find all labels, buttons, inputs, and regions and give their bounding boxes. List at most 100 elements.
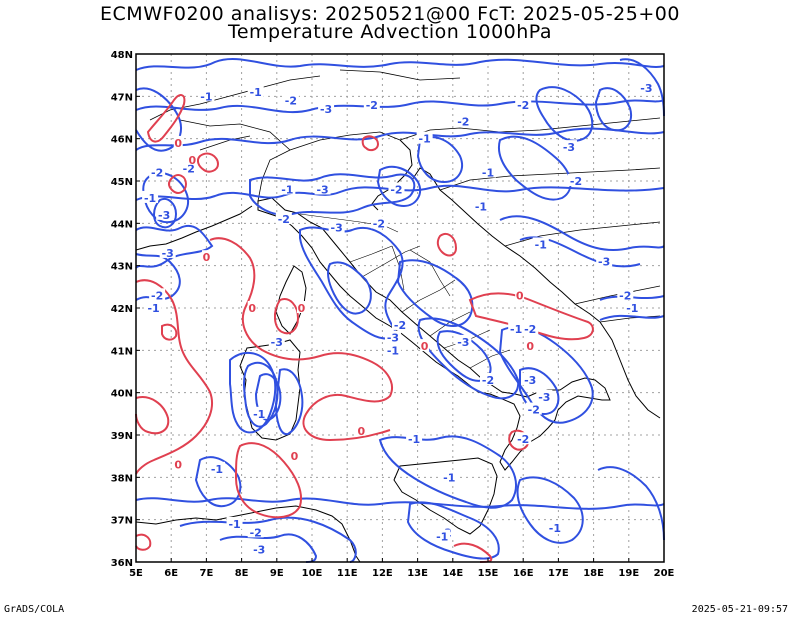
coastlines-and-borders bbox=[135, 69, 661, 563]
contour-neg bbox=[194, 456, 242, 508]
contour-label-background bbox=[363, 97, 380, 110]
contour-value-label: -1 bbox=[144, 192, 156, 205]
lon-tick-label: 20E bbox=[654, 568, 675, 579]
contour-neg bbox=[243, 361, 279, 428]
contour-pos bbox=[135, 279, 214, 475]
contour-neg bbox=[229, 351, 277, 434]
contour-label-background bbox=[472, 199, 489, 212]
contour-label-background bbox=[384, 343, 401, 356]
contour-value-label: -3 bbox=[524, 374, 536, 387]
lat-tick-label: 46N bbox=[111, 135, 133, 146]
contour-neg bbox=[219, 533, 318, 563]
contour-value-label: -2 bbox=[151, 167, 163, 180]
africa-coastline bbox=[135, 505, 361, 563]
lon-tick-label: 11E bbox=[337, 568, 358, 579]
lon-tick-label: 14E bbox=[442, 568, 463, 579]
lat-tick-label: 45N bbox=[111, 177, 133, 188]
contour-label-background bbox=[251, 406, 268, 419]
contour-neg bbox=[376, 165, 422, 208]
contour-label-background bbox=[596, 254, 613, 267]
contour-value-label: -3 bbox=[538, 391, 550, 404]
positive-contours bbox=[135, 94, 594, 563]
contour-value-label: -2 bbox=[528, 404, 540, 417]
contour-value-label: -2 bbox=[250, 526, 262, 539]
italy-coastline bbox=[257, 197, 611, 471]
contour-value-label: -1 bbox=[211, 463, 223, 476]
lon-tick-label: 10E bbox=[302, 568, 323, 579]
contour-value-label: 0 bbox=[516, 289, 524, 302]
contour-value-label: -3 bbox=[457, 336, 469, 349]
lon-tick-label: 5E bbox=[129, 568, 143, 579]
contour-value-label: -3 bbox=[253, 543, 265, 556]
contour-neg bbox=[142, 172, 189, 224]
lon-tick-label: 19E bbox=[618, 568, 639, 579]
contour-label-background bbox=[515, 432, 532, 445]
lat-tick-label: 40N bbox=[111, 389, 133, 400]
contour-label-background bbox=[480, 372, 496, 385]
contour-neg bbox=[499, 215, 665, 252]
france-coastline bbox=[135, 205, 253, 251]
contour-value-label: 0 bbox=[188, 154, 196, 167]
contour-value-label: -1 bbox=[443, 471, 455, 484]
adriatic-east-coast bbox=[411, 167, 601, 323]
chart-title-run: ECMWF0200 analisys: 20250521@00 FcT: 202… bbox=[100, 3, 680, 25]
contour-neg bbox=[378, 435, 517, 509]
contour-label-background bbox=[532, 237, 549, 250]
contour-label-background bbox=[318, 102, 335, 115]
contour-label-background bbox=[226, 516, 243, 529]
contour-value-label: -2 bbox=[183, 162, 195, 175]
contour-label-background bbox=[282, 93, 299, 106]
contour-pos bbox=[361, 135, 380, 152]
contour-label-background bbox=[251, 542, 268, 555]
contour-label-background bbox=[328, 220, 345, 233]
contour-value-label: -3 bbox=[563, 141, 575, 154]
contour-pos bbox=[146, 94, 186, 143]
contour-value-label: -1 bbox=[228, 518, 240, 531]
contour-pos bbox=[436, 232, 458, 257]
contour-pos bbox=[168, 174, 188, 194]
contour-neg bbox=[516, 476, 584, 544]
contour-value-label: -1 bbox=[200, 90, 212, 103]
contour-value-label: -3 bbox=[320, 103, 332, 116]
contour-neg bbox=[535, 86, 594, 142]
contour-neg bbox=[135, 99, 665, 114]
chart-title-field: Temperature Advection 1000hPa bbox=[227, 21, 553, 43]
adriatic-north-coast bbox=[371, 139, 413, 211]
contour-value-label: 0 bbox=[203, 251, 211, 264]
contour-neg bbox=[599, 314, 665, 321]
lon-tick-label: 7E bbox=[200, 568, 214, 579]
contour-neg bbox=[326, 261, 372, 315]
contour-neg bbox=[299, 226, 404, 340]
contour-label-background bbox=[173, 135, 183, 148]
contour-neg bbox=[179, 516, 357, 563]
contour-value-label: -3 bbox=[640, 82, 652, 95]
lon-tick-label: 18E bbox=[583, 568, 604, 579]
contour-label-background bbox=[455, 114, 472, 127]
contour-label-background bbox=[247, 301, 257, 313]
contour-pos bbox=[209, 237, 393, 442]
lat-tick-label: 41N bbox=[111, 346, 133, 357]
contour-label-background bbox=[149, 288, 166, 301]
contour-label-background bbox=[142, 190, 159, 203]
lon-tick-label: 9E bbox=[270, 568, 284, 579]
contour-neg bbox=[594, 87, 632, 132]
contour-label-background bbox=[525, 402, 542, 415]
contour-pos bbox=[161, 323, 178, 341]
contour-label-background bbox=[560, 140, 577, 153]
contour-value-label: -1 bbox=[510, 323, 522, 336]
contour-value-label: -1 bbox=[626, 302, 638, 315]
lon-tick-label: 8E bbox=[235, 568, 249, 579]
contour-label-background bbox=[198, 89, 215, 102]
contour-label-background bbox=[480, 165, 496, 178]
contour-label-background bbox=[617, 288, 634, 301]
lat-tick-label: 48N bbox=[111, 50, 133, 61]
contour-value-label: -1 bbox=[281, 183, 293, 196]
lon-tick-label: 17E bbox=[548, 568, 569, 579]
contour-pos bbox=[274, 298, 300, 335]
lon-tick-label: 6E bbox=[164, 568, 178, 579]
balkan-coast-south bbox=[599, 321, 661, 419]
axis-ticks: 5E 6E 7E 8E 9E 10E 11E 12E 13E 14E 15E 16E 17E 18E 19E… bbox=[111, 50, 675, 579]
contour-neg bbox=[135, 497, 665, 510]
contour-value-label: -2 bbox=[457, 116, 469, 129]
contour-label-background bbox=[149, 165, 166, 178]
